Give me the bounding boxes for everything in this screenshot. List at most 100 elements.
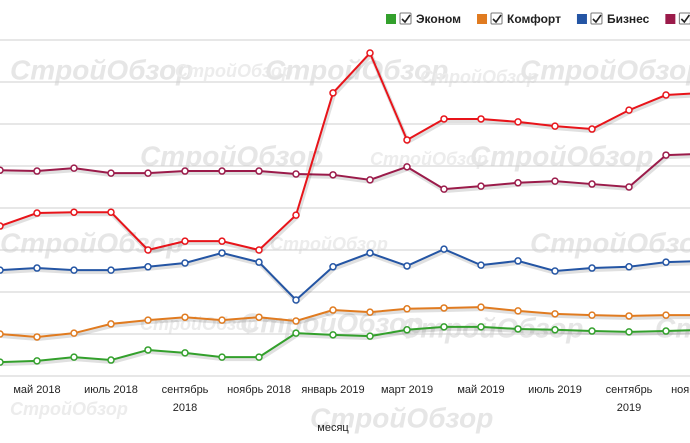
watermark: СтройОбзор — [0, 227, 183, 258]
data-point — [514, 307, 522, 315]
data-point — [255, 246, 263, 254]
data-point — [107, 208, 115, 216]
legend: ЭкономКомфортБизнесПремиумЭлит — [386, 12, 690, 26]
data-point — [366, 249, 374, 257]
data-point — [403, 163, 411, 171]
data-point — [181, 349, 189, 357]
data-point — [0, 222, 4, 230]
data-point — [662, 311, 670, 319]
data-point — [33, 209, 41, 217]
data-point — [625, 328, 633, 336]
data-point — [0, 358, 4, 366]
data-point — [625, 106, 633, 114]
legend-check — [401, 14, 411, 24]
data-point — [477, 303, 485, 311]
watermark: СтройОбзор — [10, 54, 193, 85]
grid: май 2018 июль 2018 сентябрь 2018 ноябрь 2018… — [0, 39, 690, 414]
data-point — [662, 327, 670, 335]
data-point — [477, 323, 485, 331]
data-point — [551, 326, 559, 334]
data-point — [329, 171, 337, 179]
series-shadow — [0, 326, 690, 367]
data-point — [514, 325, 522, 333]
data-point — [662, 258, 670, 266]
data-point — [181, 259, 189, 267]
x-tick-label: июль 2019 — [528, 384, 582, 396]
legend-label: Бизнес — [607, 12, 650, 26]
data-point — [144, 246, 152, 254]
data-point — [329, 306, 337, 314]
data-point — [70, 164, 78, 172]
data-point — [107, 266, 115, 274]
plot — [0, 49, 690, 367]
watermark: СтройОбзор — [270, 234, 388, 254]
data-point — [477, 261, 485, 269]
data-point — [0, 166, 4, 174]
series-line — [0, 248, 690, 302]
data-point — [181, 167, 189, 175]
data-point — [366, 308, 374, 316]
data-point — [440, 245, 448, 253]
data-point — [292, 211, 300, 219]
watermark: СтройОбзор — [310, 402, 493, 433]
data-point — [551, 267, 559, 275]
data-point — [551, 310, 559, 318]
data-point — [440, 323, 448, 331]
data-point — [292, 329, 300, 337]
legend-swatch — [576, 14, 587, 24]
data-point — [292, 317, 300, 325]
data-point — [70, 266, 78, 274]
data-point — [366, 332, 374, 340]
data-point — [551, 177, 559, 185]
data-point — [329, 263, 337, 271]
watermark: СтройОбзор — [470, 140, 653, 171]
data-point — [403, 262, 411, 270]
data-point — [255, 258, 263, 266]
legend-check — [492, 14, 502, 24]
series-line — [0, 153, 690, 191]
data-point — [588, 327, 596, 335]
data-point — [33, 357, 41, 365]
data-point — [477, 115, 485, 123]
legend-check — [592, 14, 602, 24]
data-point — [588, 180, 596, 188]
x-tick-label: ноябрь 2019 — [671, 384, 690, 396]
data-point — [403, 136, 411, 144]
data-point — [403, 326, 411, 334]
legend-label: Комфорт — [507, 12, 561, 26]
series-line — [0, 325, 690, 364]
data-point — [514, 179, 522, 187]
watermark: СтройОбзор — [265, 54, 448, 85]
series-shadow — [0, 248, 690, 305]
watermark: СтройОбзор — [520, 54, 690, 85]
data-point — [403, 305, 411, 313]
data-point — [255, 353, 263, 361]
data-point — [366, 176, 374, 184]
data-point — [329, 89, 337, 97]
data-point — [292, 296, 300, 304]
data-point — [144, 263, 152, 271]
data-point — [625, 183, 633, 191]
x-tick-label: январь 2019 — [301, 384, 364, 396]
data-point — [218, 167, 226, 175]
legend-swatch — [665, 14, 676, 24]
data-point — [292, 170, 300, 178]
series-shadow — [0, 154, 690, 194]
series-line — [0, 51, 690, 252]
data-point — [107, 169, 115, 177]
watermark: СтройОбзор — [175, 61, 293, 81]
data-point — [33, 167, 41, 175]
legend-label: Эконом — [416, 12, 461, 26]
data-point — [144, 169, 152, 177]
x-tick-label: июль 2018 — [84, 384, 138, 396]
data-point — [181, 313, 189, 321]
data-point — [662, 151, 670, 159]
x-tick-label: сентябрь 2019 — [606, 384, 653, 414]
data-point — [625, 263, 633, 271]
series-line — [0, 306, 690, 338]
data-point — [0, 330, 4, 338]
x-tick-label: ноябрь 2018 — [227, 384, 291, 396]
data-point — [70, 329, 78, 337]
data-point — [107, 320, 115, 328]
data-point — [218, 249, 226, 257]
